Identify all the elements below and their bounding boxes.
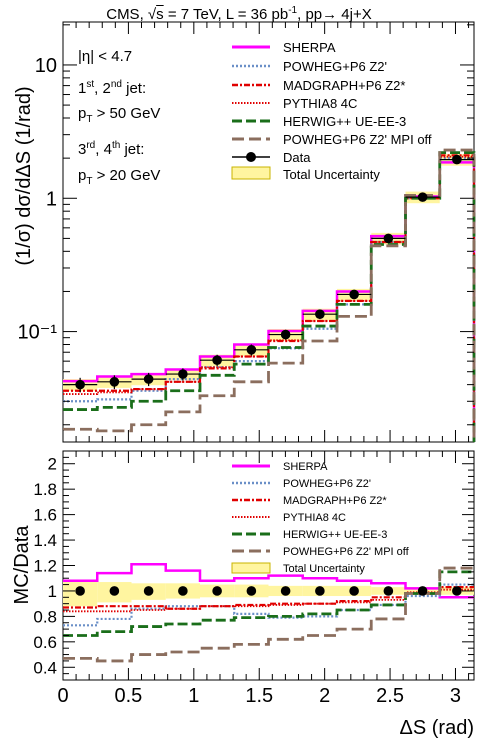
top-data-point-0 [75, 379, 85, 390]
cut-jet12: 1st, 2nd jet: [78, 79, 146, 97]
bot-ytick-label-0: 0.4 [33, 658, 57, 677]
legend-label-data: Data [283, 150, 311, 165]
top-data-point-8 [349, 289, 359, 300]
bot-ytick-label-1: 0.6 [33, 633, 57, 652]
legend2-label-madgraph: MADGRAPH+P6 Z2* [283, 495, 387, 507]
top-series-powheg-mpioff [63, 148, 476, 442]
bot-data-point-7 [315, 586, 325, 596]
bot-series-powheg-mpioff [63, 566, 474, 663]
top-data-point-11 [452, 154, 462, 165]
legend2-label-sherpa: SHERPA [283, 461, 328, 473]
legend2-label-powheg-mpioff: POWHEG+P6 Z2' MPI off [283, 546, 410, 558]
bot-series-herwig [63, 570, 474, 637]
bot-series-sherpa [63, 562, 474, 599]
bot-data-point-2 [143, 586, 154, 596]
legend2-label-pythia8: PYTHIA8 4C [283, 512, 346, 524]
top-series-pythia8 [63, 155, 475, 442]
top-ytick-label-2: 10 [35, 55, 57, 77]
legend-label-powheg: POWHEG+P6 Z2' [283, 59, 387, 74]
bot-data-point-11 [452, 586, 462, 596]
cut-jet34: 3rd, 4th jet: [78, 140, 144, 158]
legend-marker-data [246, 152, 256, 162]
bot-data-point-4 [212, 586, 222, 596]
top-data-point-10 [417, 192, 428, 202]
bot-ytick-label-8: 2 [48, 455, 57, 474]
bot-ytick-label-6: 1.6 [33, 506, 57, 525]
bot-xtick-label-5: 2.5 [376, 685, 404, 707]
top-ytick-label-1: 1 [46, 188, 57, 210]
legend2-label-herwig: HERWIG++ UE-EE-3 [283, 529, 387, 541]
top-data-point-9 [383, 233, 394, 244]
legend-label-uncertainty: Total Uncertainty [283, 167, 380, 182]
figure-title: CMS, √s = 7 TeV, L = 36 pb-1, pp→ 4j+X [106, 5, 372, 23]
top-data-point-5 [246, 345, 257, 355]
legend2-box-uncertainty-visible [231, 562, 271, 574]
legend-label-herwig: HERWIG++ UE-EE-3 [283, 114, 406, 129]
bottom-ylabel: MC/Data [11, 525, 33, 605]
bot-data-point-6 [280, 586, 291, 596]
bot-data-point-1 [109, 586, 120, 596]
bot-xtick-label-0: 0 [57, 685, 68, 707]
bot-xtick-label-3: 1.5 [245, 685, 273, 707]
bot-xtick-label-4: 2 [319, 685, 330, 707]
bot-series-madgraph [63, 586, 474, 610]
bot-data-point-5 [246, 586, 257, 596]
bot-ytick-label-5: 1.4 [33, 531, 57, 550]
bot-data-point-9 [383, 586, 394, 596]
bot-xtick-label-2: 1 [188, 685, 199, 707]
legend2-label-powheg: POWHEG+P6 Z2' [283, 478, 371, 490]
legend-box-uncertainty [231, 166, 271, 180]
bot-data-point-0 [75, 586, 85, 596]
legend-label-sherpa: SHERPA [283, 40, 336, 55]
legend2-label-uncertainty: Total Uncertainty [283, 563, 365, 575]
legend-label-pythia8: PYTHIA8 4C [283, 96, 357, 111]
bot-xtick-label-6: 3 [450, 685, 461, 707]
bot-ytick-label-2: 0.8 [33, 607, 57, 626]
bot-data-point-10 [417, 586, 428, 596]
cut-eta: |η| < 4.7 [78, 48, 132, 65]
legend-label-powheg-mpioff: POWHEG+P6 Z2' MPI off [283, 132, 432, 147]
bot-data-point-3 [178, 586, 188, 596]
bot-ytick-label-7: 1.8 [33, 480, 57, 499]
top-data-point-6 [280, 329, 291, 340]
bottom-xlabel: ΔS (rad) [400, 717, 474, 739]
bot-xtick-label-1: 0.5 [115, 685, 143, 707]
cut-pt12: pT > 50 GeV [78, 105, 160, 125]
legend-label-madgraph: MADGRAPH+P6 Z2* [283, 78, 405, 93]
top-data-point-3 [178, 369, 188, 379]
distribution-panel: 10⁻¹ 1 10 (1/σ) dσ/dΔS (1/rad) |η| < 4.7 1… [13, 21, 476, 443]
top-legend: SHERPA POWHEG+P6 Z2' MADGRAPH+P6 Z2* PYT… [231, 40, 432, 182]
bot-data-point-8 [349, 586, 359, 596]
bot-ytick-label-3: 1 [48, 582, 57, 601]
top-series-herwig [63, 151, 476, 442]
bottom-legend: SHERPA POWHEG+P6 Z2' MADGRAPH+P6 Z2* PYT… [231, 461, 410, 575]
top-data-point-7 [315, 309, 325, 320]
top-ylabel: (1/σ) dσ/dΔS (1/rad) [13, 86, 35, 265]
ratio-panel: 0.4 0.6 0.8 1 1.2 1.4 1.6 1.8 2 0 0.5 1 1.5 2 2.5 3 MC… [11, 450, 475, 739]
top-data-point-4 [212, 355, 222, 365]
top-ytick-label-0: 10⁻¹ [18, 322, 58, 344]
cut-pt34: pT > 20 GeV [78, 167, 160, 187]
bot-ytick-label-4: 1.2 [33, 557, 57, 576]
top-data-point-1 [109, 377, 120, 387]
top-series-sherpa [63, 161, 476, 442]
top-data-point-2 [143, 374, 154, 384]
